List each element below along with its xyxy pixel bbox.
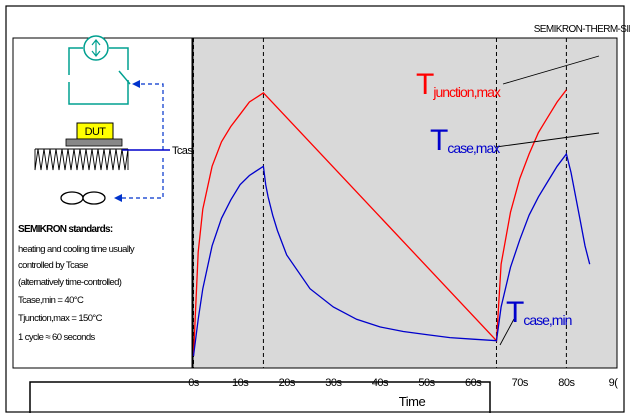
x-axis-ticks: 0s 10s 20s 30s 40s 50s 60s 70s 80s 9( xyxy=(188,377,619,389)
x-tick-label: 60s xyxy=(465,377,482,389)
tcase-label: Tcase xyxy=(172,145,198,157)
x-tick-label: 30s xyxy=(325,377,342,389)
standards-line: controlled by Tcase xyxy=(18,260,88,271)
x-axis-title: Time xyxy=(399,394,426,409)
tj-max-annotation: Tjunction,max xyxy=(416,55,600,101)
standards-line: Tjunction,max = 150°C xyxy=(18,313,103,324)
case-temperature-curve xyxy=(192,152,591,357)
schematic-panel xyxy=(12,37,193,369)
heatsink-fins xyxy=(34,148,129,171)
circuit-loop xyxy=(68,47,131,105)
caption-box xyxy=(29,381,491,413)
x-tick-label: 9( xyxy=(609,377,619,389)
cycle-markers xyxy=(193,38,567,368)
watermark-text: SEMIKRON-THERM-SIM xyxy=(534,24,630,35)
x-tick-label: 80s xyxy=(558,377,575,389)
tc-max-leader xyxy=(495,132,600,148)
fan-icon xyxy=(60,191,106,205)
x-tick-label: 20s xyxy=(279,377,296,389)
x-tick-label: 40s xyxy=(372,377,389,389)
standards-heading: SEMIKRON standards: xyxy=(18,224,113,235)
baseplate xyxy=(65,138,123,147)
tc-max-label: Tcase,max xyxy=(430,124,500,157)
current-source-arrows xyxy=(91,39,101,57)
switch-contact xyxy=(118,70,131,85)
tc-max-annotation: Tcase,max xyxy=(430,124,600,157)
standards-line: (alternatively time-controlled) xyxy=(18,277,122,288)
junction-temperature-curve xyxy=(192,89,567,357)
control-arrow-switch xyxy=(132,80,164,150)
x-tick-label: 50s xyxy=(418,377,435,389)
temperature-curves xyxy=(192,89,591,357)
tj-max-leader xyxy=(502,55,600,85)
dut-label: DUT xyxy=(85,126,107,138)
standards-line: heating and cooling time usually xyxy=(18,244,135,255)
tc-min-label: Tcase,min xyxy=(506,296,572,329)
x-tick-label: 0s xyxy=(188,377,200,389)
standards-line: 1 cycle ≈ 60 seconds xyxy=(18,332,95,343)
tc-min-annotation: Tcase,min xyxy=(499,296,573,346)
x-tick-label: 70s xyxy=(512,377,529,389)
x-tick-label: 10s xyxy=(232,377,249,389)
tc-min-leader xyxy=(499,318,515,346)
standards-line: Tcase,min = 40°C xyxy=(18,295,84,306)
control-arrow-fan xyxy=(114,158,164,202)
tj-max-label: Tjunction,max xyxy=(416,68,501,101)
